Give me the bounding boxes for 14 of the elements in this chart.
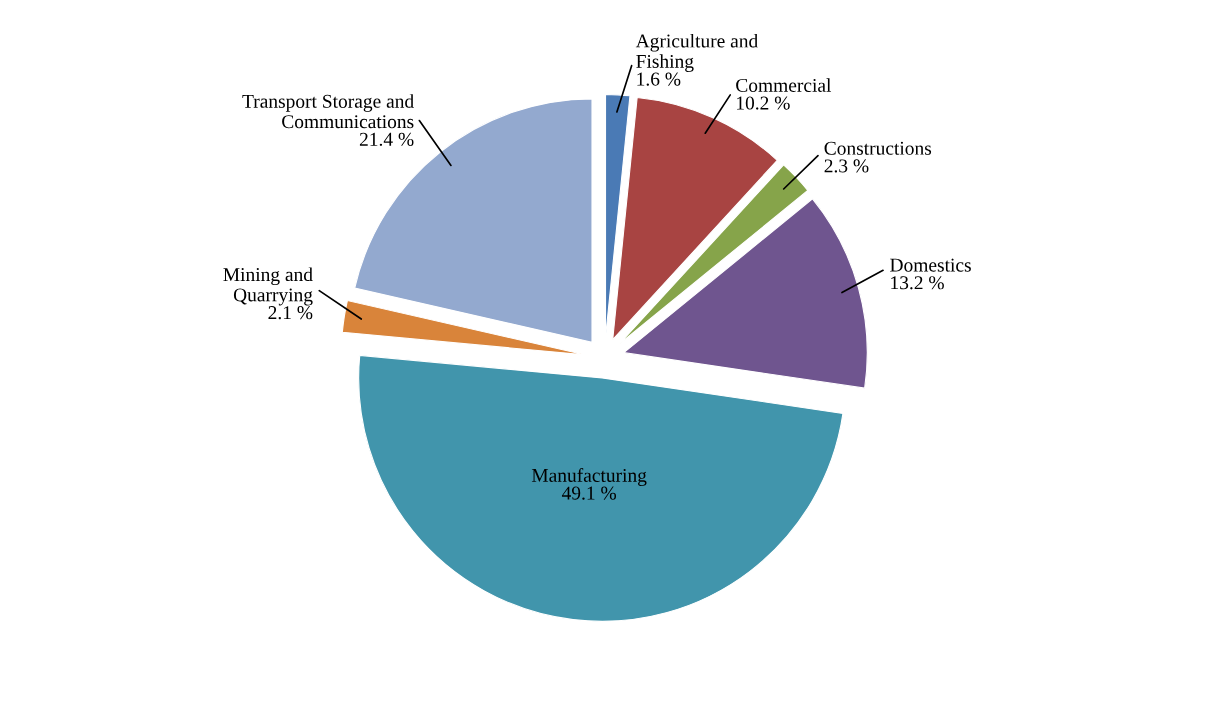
data-label: 2.1 %: [268, 306, 313, 320]
data-label: 21.4 %: [359, 132, 414, 146]
slice-label: Constructions: [824, 141, 932, 155]
slice-label: Domestics: [890, 258, 971, 272]
slice-label: Transport Storage and Communications: [242, 94, 414, 129]
slice-label: Mining and Quarrying: [223, 267, 313, 306]
data-label: 1.6 %: [637, 72, 681, 86]
slice-label: Commercial: [736, 78, 832, 92]
data-label: 49.1 %: [561, 486, 617, 500]
data-label: 10.2 %: [737, 96, 790, 110]
slice-label: Manufacturing: [531, 468, 647, 486]
slice-label: Agriculture and Fishing: [635, 33, 758, 72]
data-label: 13.2 %: [891, 276, 944, 290]
data-label: 2.3 %: [824, 159, 869, 173]
